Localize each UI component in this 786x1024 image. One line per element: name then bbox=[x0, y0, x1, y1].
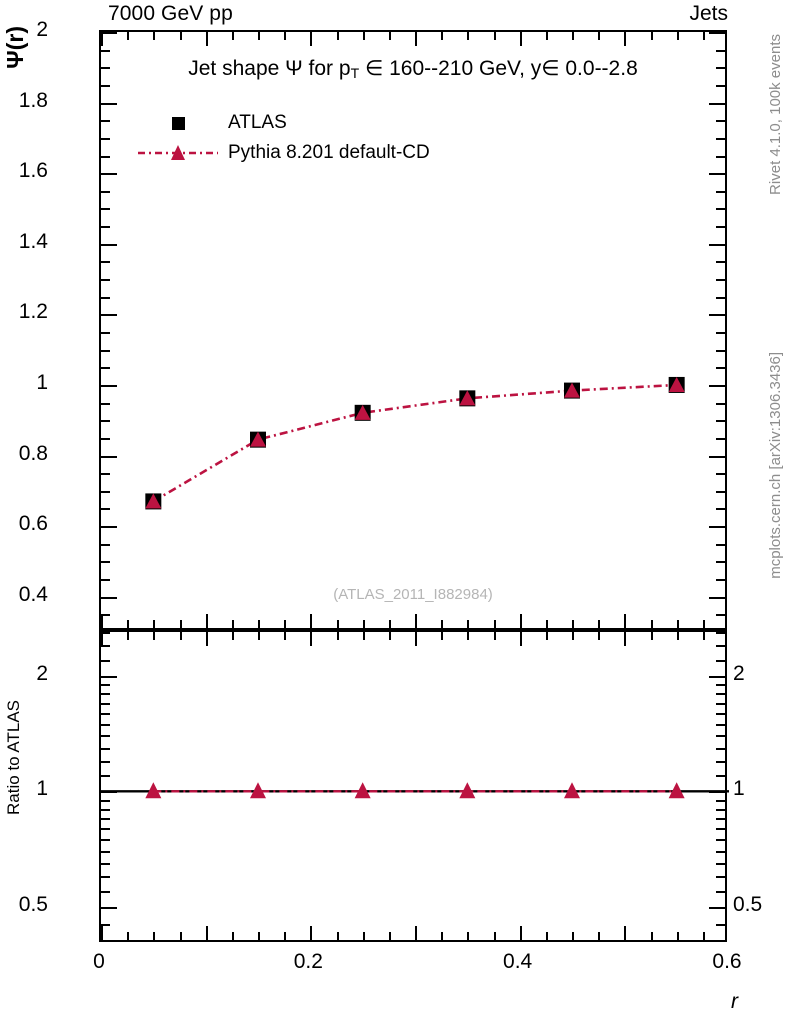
plot-title-suffix: ∈ 160--210 GeV, y∈ 0.0--2.8 bbox=[359, 57, 638, 80]
mcplots-source-credit: mcplots.cern.ch [arXiv:1306.3436] bbox=[767, 352, 784, 579]
ratio-marker-triangle bbox=[145, 782, 162, 799]
ratio-y-tick-label: 0.5 bbox=[18, 892, 48, 916]
ratio-y-tick-label-right: 2 bbox=[733, 661, 745, 685]
x-tick-label: 0.4 bbox=[503, 950, 533, 973]
legend-label-atlas: ATLAS bbox=[228, 112, 287, 133]
y-tick-label: 1.6 bbox=[18, 159, 48, 183]
x-tick-label: 0 bbox=[93, 950, 105, 973]
mc-marker-triangle bbox=[459, 390, 476, 406]
legend-key-square-marker bbox=[136, 110, 220, 136]
ratio-marker-triangle bbox=[250, 782, 266, 799]
x-tick-label: 0.6 bbox=[712, 950, 742, 973]
ratio-marker-triangle bbox=[668, 782, 685, 799]
y-tick-label: 0.8 bbox=[18, 441, 48, 465]
ratio-marker-triangle bbox=[564, 782, 580, 799]
mc-line bbox=[152, 383, 677, 503]
mc-marker-triangle bbox=[564, 382, 580, 398]
main-panel-ticks bbox=[101, 32, 725, 628]
x-axis-label: r bbox=[731, 990, 738, 1013]
plot-title-prefix: Jet shape Ψ for p bbox=[188, 57, 351, 80]
y-tick-label: 1.2 bbox=[18, 300, 48, 324]
plot-title: Jet shape Ψ for pT ∈ 160--210 GeV, y∈ 0.… bbox=[99, 56, 727, 81]
y-tick-label: 1 bbox=[36, 370, 48, 394]
main-plot-panel bbox=[99, 30, 727, 630]
rivet-version-credit: Rivet 4.1.0, 100k events bbox=[767, 34, 784, 195]
ratio-y-tick-label-right: 0.5 bbox=[733, 892, 763, 916]
legend-entry-atlas[interactable]: ATLAS bbox=[136, 108, 430, 138]
legend-entry-pythia[interactable]: Pythia 8.201 default-CD bbox=[136, 138, 430, 168]
y-tick-label: 0.6 bbox=[18, 512, 48, 536]
ratio-marker-triangle bbox=[354, 782, 371, 799]
ratio-plot-curve bbox=[101, 782, 729, 799]
ratio-y-tick-label: 1 bbox=[36, 777, 48, 801]
beam-energy-label: 7000 GeV pp bbox=[108, 2, 233, 25]
mc-marker-triangle bbox=[354, 404, 371, 420]
legend-label-pythia: Pythia 8.201 default-CD bbox=[228, 142, 430, 163]
mc-marker-triangle bbox=[250, 431, 266, 447]
ratio-marker-triangle bbox=[459, 782, 476, 799]
analysis-category-label: Jets bbox=[689, 2, 728, 25]
x-tick-label: 0.2 bbox=[293, 950, 323, 973]
legend: ATLAS Pythia 8.201 default-CD bbox=[136, 108, 430, 168]
legend-key-triangle-marker bbox=[136, 140, 220, 166]
ratio-plot-panel bbox=[99, 630, 729, 942]
analysis-id-watermark: (ATLAS_2011_I882984) bbox=[333, 586, 493, 603]
ratio-y-tick-label: 2 bbox=[36, 661, 48, 685]
plot-title-subscript: T bbox=[350, 65, 360, 81]
mc-marker-triangle bbox=[145, 493, 162, 509]
y-tick-label: 0.4 bbox=[18, 582, 48, 606]
y-tick-label: 1.8 bbox=[18, 88, 48, 112]
mc-marker-triangle bbox=[668, 376, 685, 392]
ratio-panel-ticks bbox=[101, 632, 725, 940]
y-tick-label: 1.4 bbox=[18, 229, 48, 253]
main-plot-curve bbox=[145, 376, 685, 510]
ratio-y-tick-label-right: 1 bbox=[733, 777, 745, 801]
y-tick-label: 2 bbox=[36, 18, 48, 41]
